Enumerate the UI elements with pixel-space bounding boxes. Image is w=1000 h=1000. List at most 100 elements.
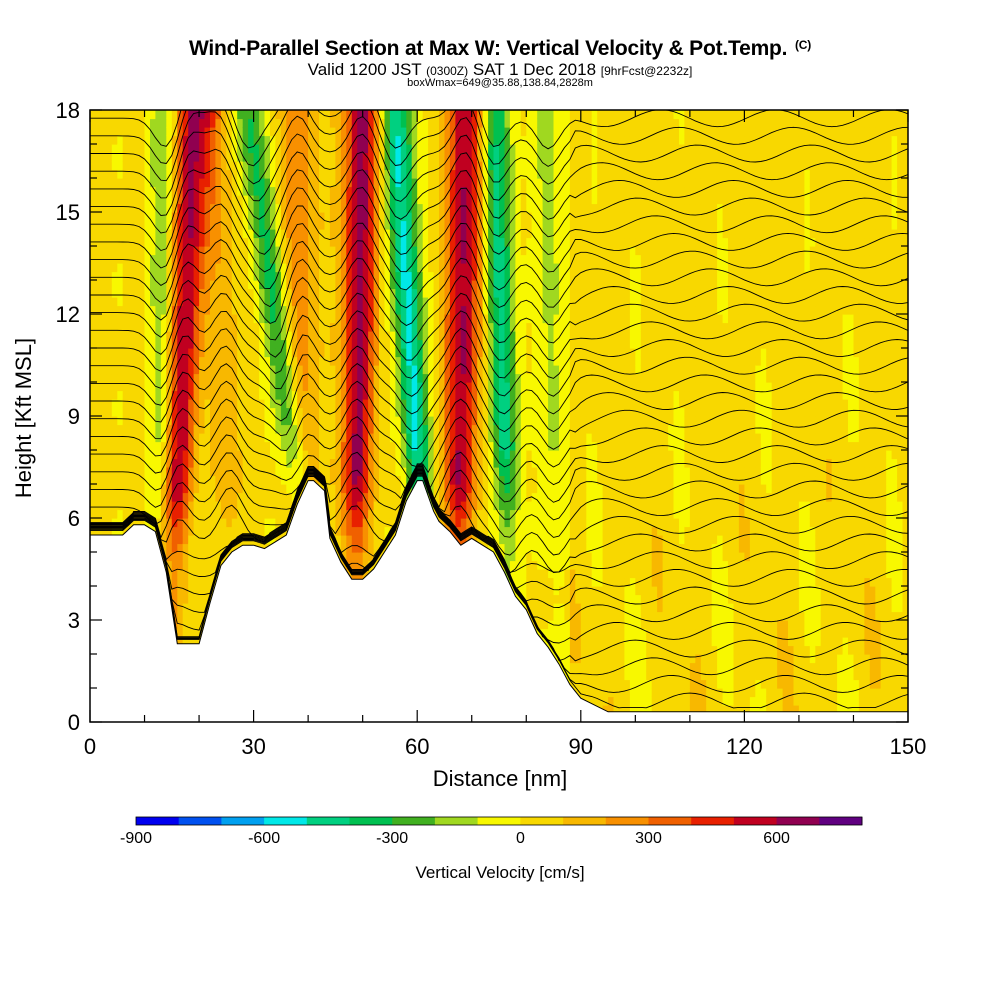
field-cell [139,424,146,434]
field-cell [280,263,287,273]
field-cell [291,475,298,485]
field-cell [160,212,167,222]
field-cell [177,356,184,366]
field-cell [193,450,200,460]
field-cell [340,271,347,281]
field-cell [264,365,271,375]
field-cell [340,535,347,545]
field-cell [351,407,358,417]
field-cell [428,467,435,477]
field-cell [144,220,151,230]
field-cell [220,492,227,502]
field-cell [259,229,266,239]
field-cell [199,195,206,205]
field-cell [351,560,358,570]
field-cell [90,280,97,290]
field-cell [373,280,380,290]
field-cell [188,399,195,409]
field-cell [160,399,167,409]
field-cell [204,135,211,145]
field-cell [231,407,238,417]
field-cell [248,416,255,426]
field-cell [150,390,157,400]
field-cell [248,475,255,485]
field-cell [417,297,424,307]
field-cell [395,229,402,239]
field-cell [340,118,347,128]
field-cell [242,331,249,341]
field-cell [428,144,435,154]
field-cell [411,118,418,128]
field-cell [460,297,467,307]
field-cell [259,237,266,247]
field-cell [389,118,396,128]
field-cell [280,229,287,239]
field-cell [297,297,304,307]
field-cell [106,441,113,451]
field-cell [144,475,151,485]
field-cell [417,288,424,298]
field-cell [199,373,206,383]
field-cell [444,441,451,451]
field-cell [351,212,358,222]
field-cell [389,373,396,383]
field-cell [199,552,206,562]
field-cell [171,509,178,519]
field-cell [177,365,184,375]
field-cell [379,195,386,205]
field-cell [270,161,277,171]
field-cell [340,186,347,196]
field-cell [166,424,173,434]
field-cell [199,484,206,494]
field-cell [455,263,462,273]
field-cell [117,161,124,171]
field-cell [133,178,140,188]
field-cell [226,450,233,460]
field-cell [199,518,206,528]
field-cell [449,433,456,443]
field-cell [231,144,238,154]
field-cell [444,220,451,230]
field-cell [182,543,189,553]
field-cell [346,458,353,468]
field-cell [106,246,113,256]
field-cell [411,263,418,273]
field-cell [95,169,102,179]
field-cell [373,246,380,256]
field-cell [117,229,124,239]
field-cell [193,152,200,162]
field-cell [144,288,151,298]
field-cell [166,543,173,553]
field-cell [324,263,331,273]
field-cell [400,135,407,145]
field-cell [389,110,396,120]
field-cell [302,195,309,205]
field-cell [433,135,440,145]
field-cell [248,118,255,128]
field-cell [166,263,173,273]
field-cell [384,271,391,281]
field-cell [340,110,347,120]
field-cell [444,161,451,171]
field-cell [128,195,135,205]
field-cell [177,195,184,205]
field-cell [204,552,211,562]
field-cell [319,110,326,120]
field-cell [111,263,118,273]
field-cell [379,433,386,443]
field-cell [182,203,189,213]
field-cell [460,348,467,358]
field-cell [155,407,162,417]
field-cell [422,297,429,307]
field-cell [357,161,364,171]
field-cell [324,127,331,137]
field-cell [422,135,429,145]
field-cell [384,305,391,315]
field-cell [144,373,151,383]
field-cell [242,297,249,307]
field-cell [231,382,238,392]
field-cell [122,492,129,502]
field-cell [444,186,451,196]
field-cell [291,314,298,324]
field-cell [95,424,102,434]
